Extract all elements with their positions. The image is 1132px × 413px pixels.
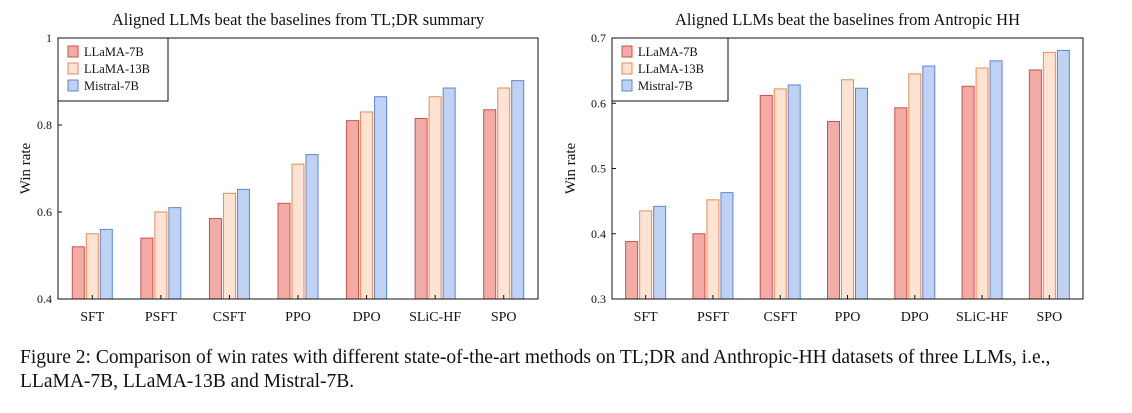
bar-mistral-7b-slic-hf <box>989 60 1003 300</box>
y-tick-label: 0.4 <box>37 292 52 306</box>
legend-label: LLaMA-7B <box>84 45 144 59</box>
y-tick-label: 0.5 <box>591 162 606 176</box>
y-tick-label: 0.7 <box>591 31 606 45</box>
bar-llama-7b-csft <box>208 218 222 300</box>
bar-mistral-7b-sft <box>653 205 667 300</box>
bar-llama-13b-ppo <box>841 79 854 300</box>
x-tick-label: SPO <box>1037 310 1063 325</box>
bar-mistral-7b-psft <box>720 192 734 300</box>
bar-llama-7b-spo <box>1028 69 1042 300</box>
bar-llama-13b-dpo <box>360 111 374 300</box>
y-tick-label: 0.8 <box>37 118 52 132</box>
bar-llama-13b-slic-hf <box>975 67 989 300</box>
bar-mistral-7b-ppo <box>855 87 868 300</box>
bar-llama-13b-sft <box>639 210 653 300</box>
bar-llama-13b-csft <box>222 192 236 300</box>
y-tick-label: 0.6 <box>591 96 606 110</box>
legend-swatch <box>67 45 79 58</box>
legend-swatch <box>621 45 633 58</box>
legend-swatch <box>621 62 633 75</box>
bar-mistral-7b-psft <box>168 207 182 300</box>
bar-llama-13b-spo <box>497 87 511 300</box>
bar-mistral-7b-sft <box>99 228 113 300</box>
x-tick-label: SLiC-HF <box>956 310 1008 325</box>
figure-charts: 0.4 0.6 0.8 1 SFT PSFT CSFT PPO DPO SLiC-HF SPO Ali… <box>18 10 1084 325</box>
x-tick-label: CSFT <box>763 310 797 325</box>
bar-llama-7b-dpo <box>346 120 360 300</box>
bar-llama-13b-slic-hf <box>428 96 442 300</box>
bar-llama-7b-ppo <box>827 121 840 300</box>
bar-mistral-7b-ppo <box>305 154 319 300</box>
bar-llama-13b-sft <box>85 233 99 300</box>
bar-mistral-7b-spo <box>511 80 525 300</box>
legend-label: LLaMA-13B <box>638 62 704 76</box>
bar-llama-7b-sft <box>71 246 85 300</box>
bar-llama-7b-slic-hf <box>961 85 975 300</box>
legend: LLaMA-7B LLaMA-13B Mistral-7B <box>611 37 729 102</box>
bar-llama-13b-dpo <box>908 73 922 300</box>
bar-llama-7b-dpo <box>894 107 908 300</box>
x-tick-label: SLiC-HF <box>409 310 461 325</box>
bar-llama-13b-psft <box>706 199 720 300</box>
chart-title: Aligned LLMs beat the baselines from Ant… <box>675 10 1020 29</box>
x-tick-label: PSFT <box>697 310 729 325</box>
bar-llama-13b-csft <box>773 88 787 300</box>
bar-llama-7b-slic-hf <box>414 117 428 300</box>
y-tick-label: 0.4 <box>591 227 606 241</box>
bar-llama-7b-ppo <box>277 202 291 300</box>
bar-llama-7b-csft <box>759 94 773 300</box>
bar-mistral-7b-slic-hf <box>442 87 456 300</box>
x-tick-label: PPO <box>285 310 311 325</box>
legend-label: LLaMA-13B <box>84 62 150 76</box>
bar-mistral-7b-csft <box>787 84 801 300</box>
bar-mistral-7b-spo <box>1056 49 1070 300</box>
chart-panel-1: 0.4 0.6 0.8 1 SFT PSFT CSFT PPO DPO SLiC-HF SPO Ali… <box>18 10 539 325</box>
bar-llama-7b-psft <box>140 237 154 300</box>
bar-mistral-7b-csft <box>236 188 250 300</box>
x-tick-label: SFT <box>634 310 659 325</box>
x-tick-label: DPO <box>353 310 381 325</box>
y-tick-label: 1 <box>46 31 52 45</box>
y-axis-label: Win rate <box>563 142 579 194</box>
legend-swatch <box>67 79 79 92</box>
x-tick-label: SPO <box>491 310 517 325</box>
chart-title: Aligned LLMs beat the baselines from TL;… <box>112 10 485 29</box>
legend-label: Mistral-7B <box>84 79 139 93</box>
figure-caption: Figure 2: Comparison of win rates with d… <box>20 347 1051 392</box>
x-tick-label: PSFT <box>145 310 177 325</box>
bar-llama-7b-sft <box>625 241 639 300</box>
bar-mistral-7b-dpo <box>374 96 388 300</box>
y-axis-label: Win rate <box>18 142 34 194</box>
bar-llama-13b-spo <box>1042 51 1056 300</box>
y-tick-label: 0.6 <box>37 205 52 219</box>
legend-label: LLaMA-7B <box>638 45 698 59</box>
legend: LLaMA-7B LLaMA-13B Mistral-7B <box>57 37 169 102</box>
bar-llama-13b-ppo <box>291 163 305 300</box>
bar-mistral-7b-dpo <box>922 65 936 300</box>
bar-llama-7b-spo <box>483 109 497 300</box>
x-tick-label: CSFT <box>213 310 247 325</box>
x-tick-label: DPO <box>901 310 929 325</box>
legend-swatch <box>621 79 633 92</box>
bar-llama-7b-psft <box>692 233 706 300</box>
legend-label: Mistral-7B <box>638 79 693 93</box>
x-tick-label: PPO <box>835 310 861 325</box>
y-tick-label: 0.3 <box>591 292 606 306</box>
legend-swatch <box>67 62 79 75</box>
x-tick-label: SFT <box>80 310 105 325</box>
bar-llama-13b-psft <box>154 211 168 300</box>
chart-panel-2: 0.3 0.4 0.5 0.6 0.7 SFT PSFT CSFT PPO DPO SLiC-HF S… <box>563 10 1084 325</box>
